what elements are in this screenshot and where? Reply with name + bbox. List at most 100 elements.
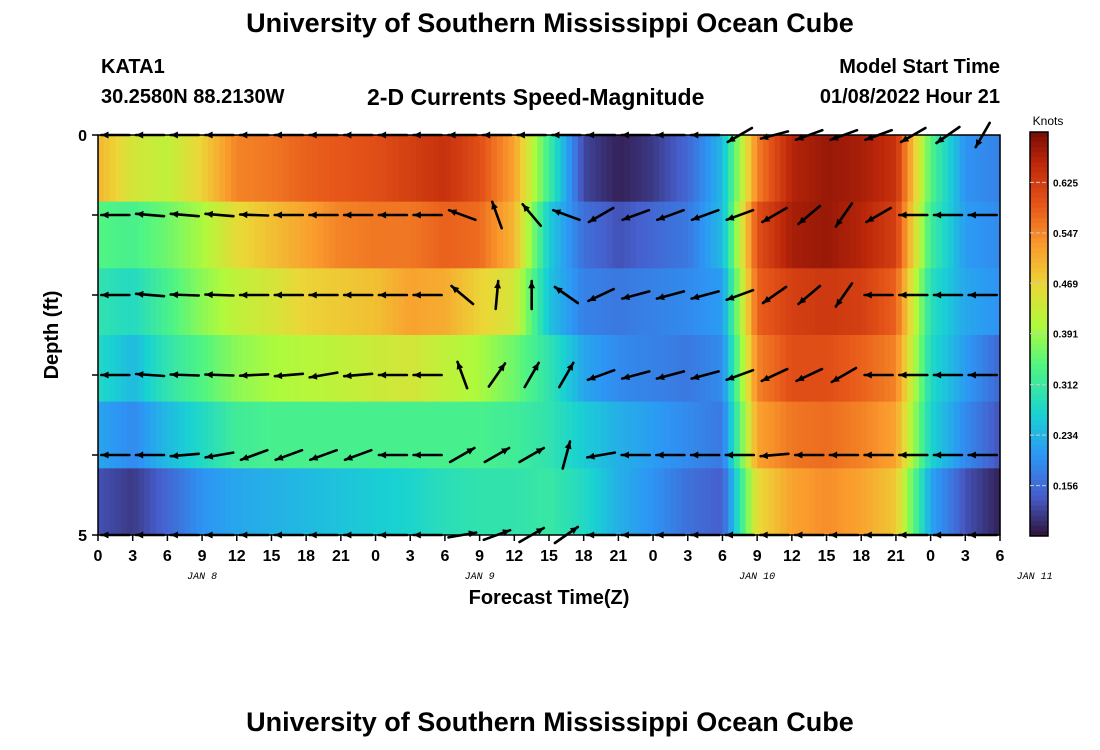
heatmap-cell <box>306 268 313 336</box>
heatmap-cell <box>780 201 787 269</box>
heatmap-cell <box>890 335 897 403</box>
heatmap-cell <box>167 268 174 336</box>
heatmap-cell <box>155 401 163 469</box>
heatmap-cell <box>491 201 498 269</box>
heatmap-cell <box>173 468 180 536</box>
heatmap-cell <box>768 268 776 336</box>
heatmap-cell <box>861 201 868 269</box>
current-vector <box>865 206 893 224</box>
x-tick-label: 3 <box>406 548 415 565</box>
current-vector <box>273 211 305 219</box>
heatmap-cell <box>352 201 359 269</box>
heatmap-cell <box>971 135 978 203</box>
heatmap-cell <box>456 401 463 469</box>
heatmap-cell <box>479 468 486 536</box>
heatmap-cell <box>178 468 186 536</box>
heatmap-cell <box>751 135 758 203</box>
heatmap-cell <box>537 201 544 269</box>
heatmap-cell <box>907 401 914 469</box>
current-vector <box>238 291 270 299</box>
heatmap-cell <box>797 201 805 269</box>
current-vector <box>828 451 860 459</box>
colorbar-tick-label: 0.625 <box>1053 178 1078 189</box>
heatmap-cell <box>913 401 920 469</box>
heatmap-cell <box>329 268 336 336</box>
colorbar-segment <box>1030 404 1048 411</box>
colorbar-segment <box>1030 152 1048 158</box>
heatmap-cell <box>317 335 325 403</box>
heatmap-cell <box>150 135 157 203</box>
heatmap-cell <box>774 268 781 336</box>
heatmap-cell <box>878 135 885 203</box>
current-vector <box>897 291 929 299</box>
heatmap-cell <box>976 335 984 403</box>
heatmap-cell <box>473 468 481 536</box>
heatmap-cell <box>913 201 920 269</box>
heatmap-cell <box>219 201 226 269</box>
heatmap-cell <box>797 135 805 203</box>
heatmap-cell <box>832 135 839 203</box>
heatmap-cell <box>294 268 301 336</box>
heatmap-cell <box>913 268 920 336</box>
heatmap-cell <box>219 401 226 469</box>
heatmap-cell <box>473 201 481 269</box>
heatmap-cell <box>433 468 440 536</box>
heatmap-cell <box>919 401 926 469</box>
current-vector <box>655 451 686 459</box>
colorbar-segment <box>1030 475 1048 481</box>
x-tick-label: 9 <box>475 548 484 565</box>
heatmap-cell <box>664 401 672 469</box>
current-vector <box>690 208 720 222</box>
heatmap-cell <box>572 401 579 469</box>
colorbar-segment <box>1030 207 1048 214</box>
heatmap-cell <box>919 468 926 536</box>
heatmap-cell <box>942 335 949 403</box>
heatmap-cell <box>363 468 371 536</box>
current-vector <box>523 361 541 389</box>
current-vector <box>134 290 166 298</box>
heatmap-cell <box>514 201 521 269</box>
heatmap-cell <box>947 335 955 403</box>
heatmap-cell <box>450 268 458 336</box>
heatmap-cell <box>502 468 510 536</box>
heatmap-cell <box>959 335 966 403</box>
heatmap-cell <box>849 135 857 203</box>
colorbar-segment <box>1030 359 1048 365</box>
heatmap-cell <box>444 268 452 336</box>
heatmap-cell <box>323 335 330 403</box>
colorbar-segment <box>1030 419 1048 426</box>
heatmap-cell <box>716 201 724 269</box>
heatmap-cell <box>520 335 527 403</box>
heatmap-cell <box>867 268 874 336</box>
heatmap-cell <box>901 468 909 536</box>
heatmap-cell <box>416 201 423 269</box>
heatmap-cell <box>254 335 261 403</box>
heatmap-cell <box>768 401 776 469</box>
heatmap-cell <box>473 268 481 336</box>
heatmap-cell <box>271 135 278 203</box>
colorbar-segment <box>1030 318 1048 325</box>
current-vector <box>412 451 443 459</box>
heatmap-cell <box>381 401 388 469</box>
colorbar-segment <box>1030 137 1048 143</box>
heatmap-cell <box>109 468 116 536</box>
heatmap-cell <box>335 468 342 536</box>
heatmap-cell <box>884 468 891 536</box>
heatmap-cell <box>895 401 903 469</box>
heatmap-cell <box>843 268 851 336</box>
colorbar-segment <box>1030 217 1048 224</box>
heatmap-cell <box>601 401 608 469</box>
heatmap-cell <box>629 135 637 203</box>
heatmap-cell <box>502 135 510 203</box>
current-vector <box>587 287 616 303</box>
heatmap-cell <box>716 135 724 203</box>
x-tick-label: 6 <box>440 548 449 565</box>
current-vector <box>725 208 755 222</box>
x-tick-label: 6 <box>718 548 727 565</box>
heatmap-cell <box>496 401 504 469</box>
heatmap-cell <box>462 268 469 336</box>
heatmap-cell <box>624 135 631 203</box>
heatmap-cell <box>982 468 990 536</box>
heatmap-cell <box>109 335 116 403</box>
heatmap-cell <box>496 268 504 336</box>
